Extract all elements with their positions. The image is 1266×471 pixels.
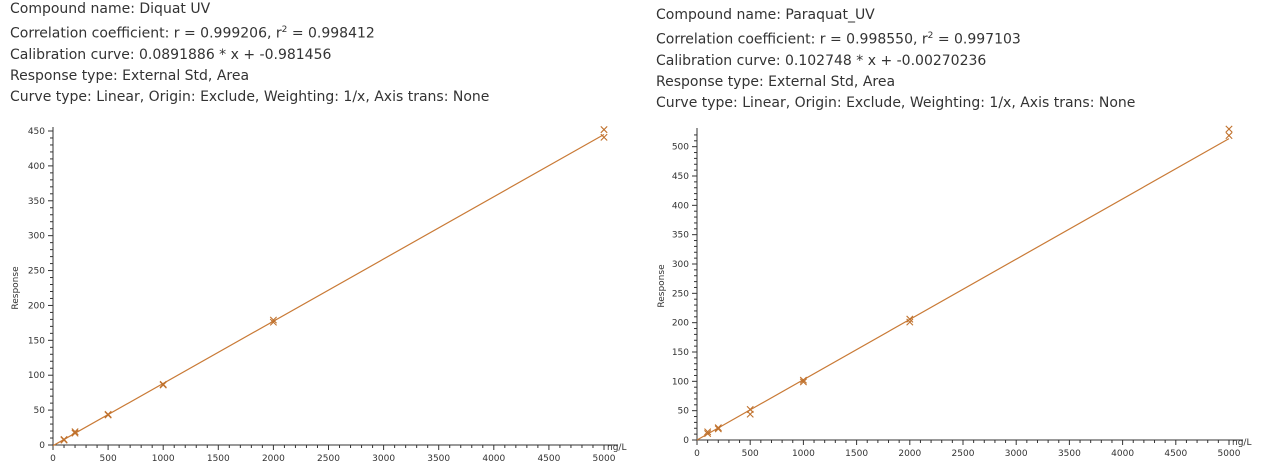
y-tick-label: 350 — [672, 231, 689, 241]
data-point — [1225, 131, 1233, 140]
y-tick-label: 300 — [672, 260, 689, 270]
data-point — [104, 411, 112, 419]
x-tick-label: 0 — [50, 454, 56, 464]
x-tick-label: 2000 — [262, 454, 285, 464]
y-tick-label: 400 — [672, 201, 689, 211]
curve-type: Curve type: Linear, Origin: Exclude, Wei… — [656, 94, 1136, 111]
x-tick-label: 2500 — [952, 449, 975, 459]
y-tick-label: 200 — [672, 319, 689, 329]
data-point — [746, 410, 754, 418]
compound-name: Compound name: Paraquat_UV — [656, 7, 875, 23]
x-tick-label: 1000 — [792, 449, 815, 459]
calibration-curve: Calibration curve: 0.0891886 * x + -0.98… — [10, 46, 332, 63]
data-point — [906, 318, 914, 326]
compound-info: Compound name: Diquat UV Correlation coe… — [10, 0, 489, 108]
data-point — [71, 428, 79, 436]
y-tick-label: 0 — [39, 441, 45, 451]
x-tick-label: 4500 — [1164, 449, 1187, 459]
correlation-coefficient: Correlation coefficient: r = 0.998550, r… — [656, 31, 1021, 48]
calibration-panel-diquat: Compound name: Diquat UV Correlation coe… — [10, 0, 626, 464]
data-point — [1225, 125, 1233, 133]
calibration-curve: Calibration curve: 0.102748 * x + -0.002… — [656, 52, 987, 69]
x-tick-label: 5000 — [593, 454, 616, 464]
data-point — [714, 424, 722, 432]
compound-name: Compound name: Diquat UV — [10, 1, 211, 17]
x-tick-label: 0 — [694, 449, 700, 459]
calibration-line — [52, 133, 605, 447]
data-point — [600, 126, 608, 134]
data-point — [60, 436, 68, 444]
x-tick-label: 1500 — [845, 449, 868, 459]
curve-type: Curve type: Linear, Origin: Exclude, Wei… — [10, 88, 490, 105]
x-tick-label: 3500 — [427, 454, 450, 464]
x-axis-unit: ng/L — [1232, 438, 1251, 448]
data-point — [269, 318, 277, 326]
y-tick-label: 300 — [28, 232, 45, 242]
data-point — [906, 315, 914, 323]
y-tick-label: 150 — [28, 336, 45, 346]
y-axis-label: Response — [11, 266, 21, 310]
x-tick-label: 5000 — [1218, 449, 1241, 459]
response-type: Response type: External Std, Area — [10, 67, 250, 84]
data-point — [714, 425, 722, 433]
x-tick-label: 3500 — [1058, 449, 1081, 459]
y-tick-label: 50 — [34, 406, 46, 416]
correlation-coefficient: Correlation coefficient: r = 0.999206, r… — [10, 25, 375, 42]
x-tick-label: 2000 — [898, 449, 921, 459]
x-tick-label: 2500 — [317, 454, 340, 464]
y-axis-label: Response — [657, 264, 667, 308]
y-tick-label: 450 — [672, 172, 689, 182]
calibration-plot-paraquat: 0 500 1000 1500 2000 2500 3000 3500 4000 4500 5000… — [657, 125, 1251, 459]
data-point — [704, 429, 712, 438]
y-tick-label: 350 — [28, 197, 45, 207]
calibration-plot-diquat: 0 500 1000 1500 2000 2500 3000 3500 4000 4500 5000… — [11, 126, 626, 464]
y-tick-label: 100 — [672, 377, 689, 387]
x-tick-label: 4000 — [482, 454, 505, 464]
compound-info: Compound name: Paraquat_UV Correlation c… — [656, 5, 1135, 114]
x-tick-label: 500 — [742, 449, 759, 459]
data-point — [71, 429, 79, 437]
calibration-panel-paraquat: Compound name: Paraquat_UV Correlation c… — [646, 0, 1266, 471]
response-type: Response type: External Std, Area — [656, 73, 896, 90]
y-tick-label: 200 — [28, 301, 45, 311]
data-point — [799, 376, 807, 384]
x-tick-label: 1500 — [207, 454, 230, 464]
data-point — [159, 381, 167, 389]
x-tick-label: 500 — [100, 454, 117, 464]
data-point — [799, 378, 807, 386]
y-tick-label: 100 — [28, 371, 45, 381]
y-tick-label: 250 — [672, 289, 689, 299]
y-tick-label: 450 — [28, 127, 45, 137]
x-tick-label: 1000 — [152, 454, 175, 464]
x-tick-label: 4500 — [537, 454, 560, 464]
x-tick-label: 3000 — [1005, 449, 1028, 459]
data-point — [269, 316, 277, 324]
y-tick-label: 400 — [28, 162, 45, 172]
y-tick-label: 500 — [672, 143, 689, 153]
x-tick-label: 3000 — [372, 454, 395, 464]
x-tick-label: 4000 — [1111, 449, 1134, 459]
x-axis-unit: ng/L — [607, 443, 626, 453]
data-point — [704, 428, 712, 436]
y-tick-label: 250 — [28, 267, 45, 277]
y-tick-label: 150 — [672, 348, 689, 358]
y-tick-label: 0 — [683, 436, 689, 446]
data-point — [600, 133, 608, 141]
calibration-line — [696, 138, 1230, 441]
y-tick-label: 50 — [678, 407, 690, 417]
